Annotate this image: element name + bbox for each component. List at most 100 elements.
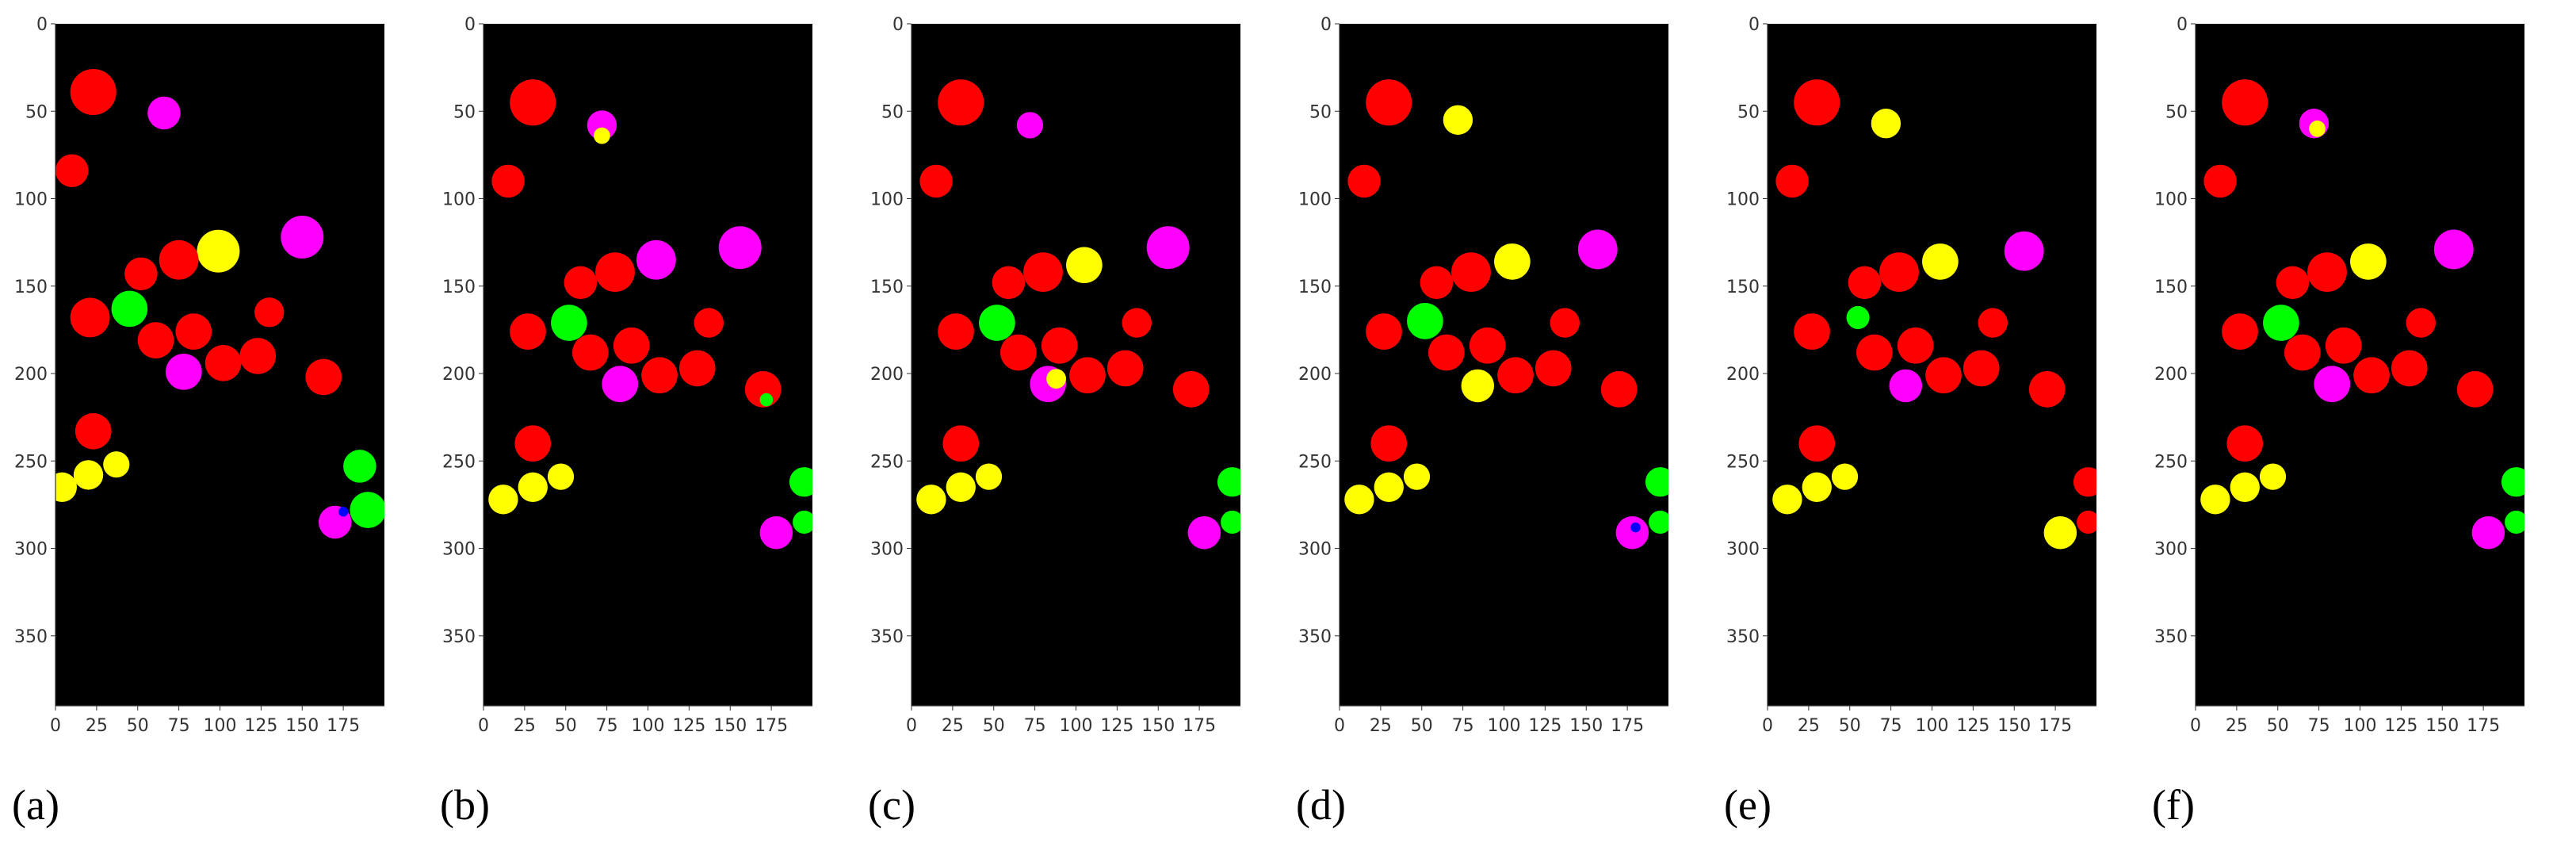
panel-d-x-tick-label: 50	[1411, 716, 1433, 736]
panel-a-blob-blue	[338, 507, 349, 517]
panel-a-blob-red	[305, 358, 342, 396]
panel-b-blob-magenta	[718, 226, 762, 270]
panel-d-y-tick-label: 350	[1298, 627, 1332, 647]
panel-c-y-tick-label: 100	[870, 190, 904, 210]
panel-f-y-tick-label: 50	[2165, 102, 2188, 122]
panel-f-blob-red	[2222, 313, 2258, 350]
panel-f-blob-red	[2222, 79, 2268, 126]
panel-c-x-tick-label: 175	[1183, 716, 1216, 736]
panel-e-y-tick-label: 200	[1726, 365, 1760, 385]
panel-a-blob-magenta	[281, 216, 324, 259]
panel-e-blob-red	[2028, 371, 2066, 408]
panel-d-x-tick-label: 125	[1528, 716, 1561, 736]
panel-c-y-tick-label: 0	[892, 15, 904, 35]
panel-b-blob-yellow	[594, 127, 610, 144]
panel-c-blob-yellow	[1046, 369, 1067, 389]
panel-e-blob-green	[1846, 305, 1870, 329]
panel-e-blob-magenta	[2004, 231, 2044, 271]
panel-d-blob-red	[1366, 313, 1402, 350]
panel-d-blobs	[1344, 79, 1668, 550]
panel-a-blobs	[55, 68, 384, 539]
panel-b-y-tick-label: 250	[442, 452, 476, 472]
panel-d-blob-red	[1370, 425, 1408, 462]
panel-f-blob-red	[2391, 350, 2428, 387]
panel-f-blob-yellow	[2259, 463, 2287, 490]
panel-d-y-tick-label: 50	[1309, 102, 1332, 122]
panel-c-blob-red	[919, 164, 953, 198]
panel-d-x-tick-label: 100	[1488, 716, 1521, 736]
panel-e-blob-yellow	[1831, 463, 1859, 490]
panel-b: 0 50 100 150 200 250 300 350 0 25 50 75 100 125 150 175…	[440, 0, 868, 862]
panel-d-blob-green	[1649, 510, 1668, 534]
panel-a-y-tick-label: 300	[14, 540, 48, 560]
panel-f-blob-magenta	[2314, 366, 2351, 403]
panel-c-y-tick-label: 250	[870, 452, 904, 472]
panel-b-blob-green	[789, 467, 812, 497]
panel-b-blob-red	[491, 164, 525, 198]
panel-f-blob-red	[2353, 357, 2390, 394]
panel-c-blob-magenta	[1146, 226, 1190, 270]
panel-e-x-tick-label: 0	[1762, 716, 1773, 736]
panel-b-blob-magenta	[759, 515, 793, 550]
panel-d-blob-red	[1366, 79, 1412, 126]
panel-c-blob-yellow	[946, 472, 976, 503]
panel-d-blob-red	[1451, 252, 1491, 293]
panel-d-y-tick-label: 200	[1298, 365, 1332, 385]
panel-c-x-tick-label: 25	[942, 716, 964, 736]
panel-f-y-tick-label: 300	[2154, 540, 2188, 560]
panel-e-blob-red	[1794, 79, 1840, 126]
panel-a: 0 50 100 150 200 250 300 350 0 25 50 75 100 125 150 175…	[12, 0, 440, 862]
panel-d-x-tick-label: 25	[1370, 716, 1392, 736]
panel-b-blob-red	[572, 334, 609, 371]
panel-d-y-tick-label: 0	[1320, 15, 1332, 35]
panel-a-y-tick-label: 100	[14, 190, 48, 210]
panel-d-y-tick-label: 300	[1298, 540, 1332, 560]
panel-a-caption: (a)	[12, 781, 59, 829]
panel-d-blob-yellow	[1461, 369, 1495, 403]
panel-f-blob-red	[2406, 308, 2436, 338]
panel-f-blob-magenta	[2471, 515, 2505, 550]
panel-c-blob-red	[938, 79, 984, 126]
panel-a-blob-red	[75, 412, 112, 450]
panel-c-blob-yellow	[916, 485, 946, 515]
panel-c-x-tick-label: 125	[1100, 716, 1133, 736]
panel-e-plot: 0 50 100 150 200 250 300 350 0 25 50 75 100 125 150 175	[1726, 15, 2096, 736]
panel-f-blob-magenta	[2433, 229, 2474, 270]
panel-e-x-tick-label: 50	[1839, 716, 1861, 736]
panel-f-blob-red	[2203, 164, 2237, 198]
panel-f-x-tick-label: 75	[2308, 716, 2330, 736]
panel-e-x-tick-label: 25	[1798, 716, 1820, 736]
panel-c-blob-green	[1221, 510, 1240, 534]
panel-a-blob-yellow	[55, 472, 77, 503]
panel-e-blob-yellow	[1922, 243, 1959, 280]
panel-e-caption: (e)	[1724, 781, 1771, 829]
panel-e-blob-magenta	[1889, 369, 1923, 403]
panel-f-blob-red	[2284, 334, 2321, 371]
panel-b-y-tick-label: 0	[464, 15, 476, 35]
panel-b-x-tick-label: 75	[596, 716, 618, 736]
panel-c-blob-red	[992, 266, 1026, 300]
panel-b-blob-red	[595, 252, 635, 293]
panel-f-x-tick-label: 150	[2425, 716, 2459, 736]
panel-c-y-tick-label: 200	[870, 365, 904, 385]
panel-f: 0 50 100 150 200 250 300 350 0 25 50 75 100 125 150 175…	[2152, 0, 2576, 862]
panel-a-x-tick-label: 25	[86, 716, 108, 736]
panel-d: 0 50 100 150 200 250 300 350 0 25 50 75 100 125 150 175…	[1296, 0, 1724, 862]
panel-b-blob-green	[759, 393, 774, 407]
panel-d-blob-red	[1600, 371, 1638, 408]
panel-f-y-tick-label: 0	[2177, 15, 2188, 35]
panel-d-blob-yellow	[1344, 485, 1374, 515]
panel-a-x-tick-label: 175	[327, 716, 360, 736]
panel-f-caption: (f)	[2152, 781, 2195, 829]
panel-e-y-tick-label: 300	[1726, 540, 1760, 560]
panel-a-x-tick-label: 125	[244, 716, 277, 736]
panel-c-y-tick-label: 150	[870, 278, 904, 297]
panel-d-blob-yellow	[1374, 472, 1404, 503]
panel-d-blob-green	[1407, 303, 1443, 339]
panel-a-blob-yellow	[73, 460, 104, 490]
panel-f-blob-green	[2263, 305, 2299, 341]
panel-c-caption: (c)	[868, 781, 915, 829]
panel-b-y-tick-label: 300	[442, 540, 476, 560]
panel-d-x-tick-label: 175	[1611, 716, 1644, 736]
panel-b-blob-yellow	[547, 463, 575, 490]
